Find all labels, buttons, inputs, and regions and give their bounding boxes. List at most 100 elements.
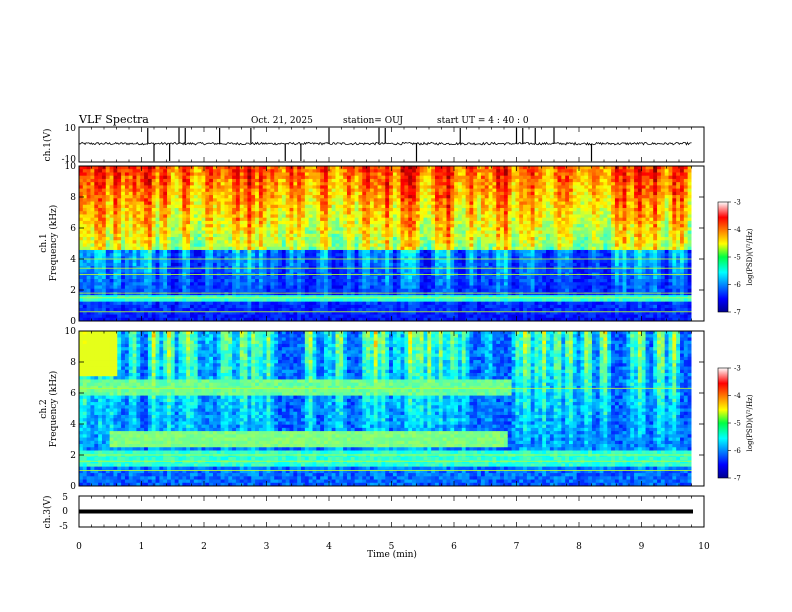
spectrogram-cell bbox=[308, 201, 313, 206]
spectrogram-cell bbox=[304, 169, 310, 173]
spectrogram-cell bbox=[412, 172, 417, 177]
spectrogram-cell bbox=[197, 253, 202, 257]
spectrogram-cell bbox=[224, 311, 229, 315]
spectrogram-cell bbox=[396, 201, 401, 206]
spectrogram-cell bbox=[293, 253, 298, 257]
spectrogram-cell bbox=[98, 220, 103, 225]
spectrogram-cell bbox=[427, 314, 432, 319]
spectrogram-cell bbox=[178, 304, 183, 309]
spectrogram-cell bbox=[86, 166, 91, 170]
spectrogram-cell bbox=[304, 308, 310, 312]
spectrogram-cell bbox=[293, 246, 298, 251]
spectrogram-cell bbox=[159, 198, 164, 202]
spectrogram-cell bbox=[144, 166, 149, 170]
spectrogram-cell bbox=[94, 211, 99, 215]
spectrogram-cell bbox=[121, 204, 126, 209]
spectrogram-cell bbox=[228, 295, 233, 299]
spectrogram-cell bbox=[450, 230, 455, 235]
spectrogram-cell bbox=[289, 233, 294, 238]
spectrogram-cell bbox=[167, 285, 172, 290]
spectrogram-cell bbox=[140, 166, 145, 170]
spectrogram-cell bbox=[304, 304, 310, 309]
spectrogram-cell bbox=[209, 191, 214, 196]
spectrogram-cell bbox=[159, 243, 164, 248]
spectrogram-cell bbox=[431, 214, 436, 219]
spectrogram-cell bbox=[450, 301, 455, 306]
spectrogram-cell bbox=[278, 308, 283, 312]
spectrogram-cell bbox=[205, 285, 210, 290]
spectrogram-cell bbox=[324, 166, 329, 170]
spectrogram-cell bbox=[113, 240, 118, 244]
spectrogram-cell bbox=[400, 275, 405, 280]
spectrogram-cell bbox=[281, 291, 287, 296]
spectrogram-cell bbox=[438, 253, 444, 257]
spectrogram-cell bbox=[301, 217, 306, 222]
spectrogram-cell bbox=[446, 253, 451, 257]
spectrogram-cell bbox=[385, 175, 390, 180]
spectrogram-cell bbox=[186, 188, 191, 193]
spectrogram-cell bbox=[289, 198, 294, 202]
spectrogram-cell bbox=[147, 230, 153, 235]
spectrogram-cell bbox=[389, 308, 394, 312]
spectrogram-cell bbox=[316, 279, 321, 283]
spectrogram-cell bbox=[124, 201, 130, 206]
spectrogram-cell bbox=[446, 214, 451, 219]
spectrogram-cell bbox=[121, 246, 126, 251]
spectrogram-cell bbox=[354, 204, 359, 209]
spectrogram-cell bbox=[281, 275, 287, 280]
spectrogram-cell bbox=[124, 288, 130, 293]
spectrogram-cell bbox=[335, 230, 340, 235]
spectrogram-cell bbox=[262, 282, 267, 286]
spectrogram-cell bbox=[392, 166, 398, 170]
spectrogram-cell bbox=[98, 311, 103, 315]
spectrogram-cell bbox=[201, 311, 206, 315]
spectrogram-cell bbox=[98, 178, 103, 183]
spectrogram-cell bbox=[232, 288, 237, 293]
spectrogram-cell bbox=[335, 301, 340, 306]
spectrogram-cell bbox=[182, 188, 187, 193]
spectrogram-cell bbox=[186, 304, 191, 309]
spectrogram-cell bbox=[396, 195, 401, 199]
spectrogram-cell bbox=[170, 259, 176, 264]
spectrogram-cell bbox=[224, 166, 229, 170]
spectrogram-cell bbox=[435, 275, 440, 280]
spectrogram-cell bbox=[381, 217, 386, 222]
spectrogram-cell bbox=[113, 298, 118, 303]
spectrogram-cell bbox=[144, 220, 149, 225]
spectrogram-cell bbox=[147, 304, 153, 309]
spectrogram-cell bbox=[354, 224, 359, 228]
spectrogram-cell bbox=[186, 169, 191, 173]
spectrogram-cell bbox=[224, 204, 229, 209]
spectrogram-cell bbox=[316, 182, 321, 186]
spectrogram-cell bbox=[446, 269, 451, 273]
spectrogram-cell bbox=[450, 220, 455, 225]
spectrogram-cell bbox=[412, 185, 417, 190]
spectrogram-cell bbox=[274, 279, 279, 283]
spectrogram-cell bbox=[136, 198, 141, 202]
spectrogram-cell bbox=[201, 259, 206, 264]
spectrogram-cell bbox=[136, 230, 141, 235]
spectrogram-cell bbox=[339, 182, 344, 186]
spectrogram-cell bbox=[350, 198, 356, 202]
spectrogram-cell bbox=[392, 224, 398, 228]
spectrogram-cell bbox=[304, 166, 310, 170]
spectrogram-cell bbox=[358, 217, 363, 222]
spectrogram-cell bbox=[373, 308, 378, 312]
spectrogram-cell bbox=[404, 253, 409, 257]
spectrogram-cell bbox=[446, 224, 451, 228]
spectrogram-cell bbox=[381, 295, 386, 299]
spectrogram-cell bbox=[327, 295, 333, 299]
spectrogram-cell bbox=[235, 237, 241, 241]
spectrogram-cell bbox=[278, 198, 283, 202]
spectrogram-cell bbox=[412, 308, 417, 312]
spectrogram-cell bbox=[94, 182, 99, 186]
spectrogram-cell bbox=[201, 256, 206, 261]
spectrogram-cell bbox=[293, 211, 298, 215]
spectrogram-cell bbox=[167, 262, 172, 267]
spectrogram-cell bbox=[457, 175, 463, 180]
spectrogram-cell bbox=[147, 201, 153, 206]
spectrogram-cell bbox=[427, 201, 432, 206]
spectrogram-cell bbox=[94, 282, 99, 286]
spectrogram-cell bbox=[258, 259, 264, 264]
spectrogram-cell bbox=[350, 220, 356, 225]
